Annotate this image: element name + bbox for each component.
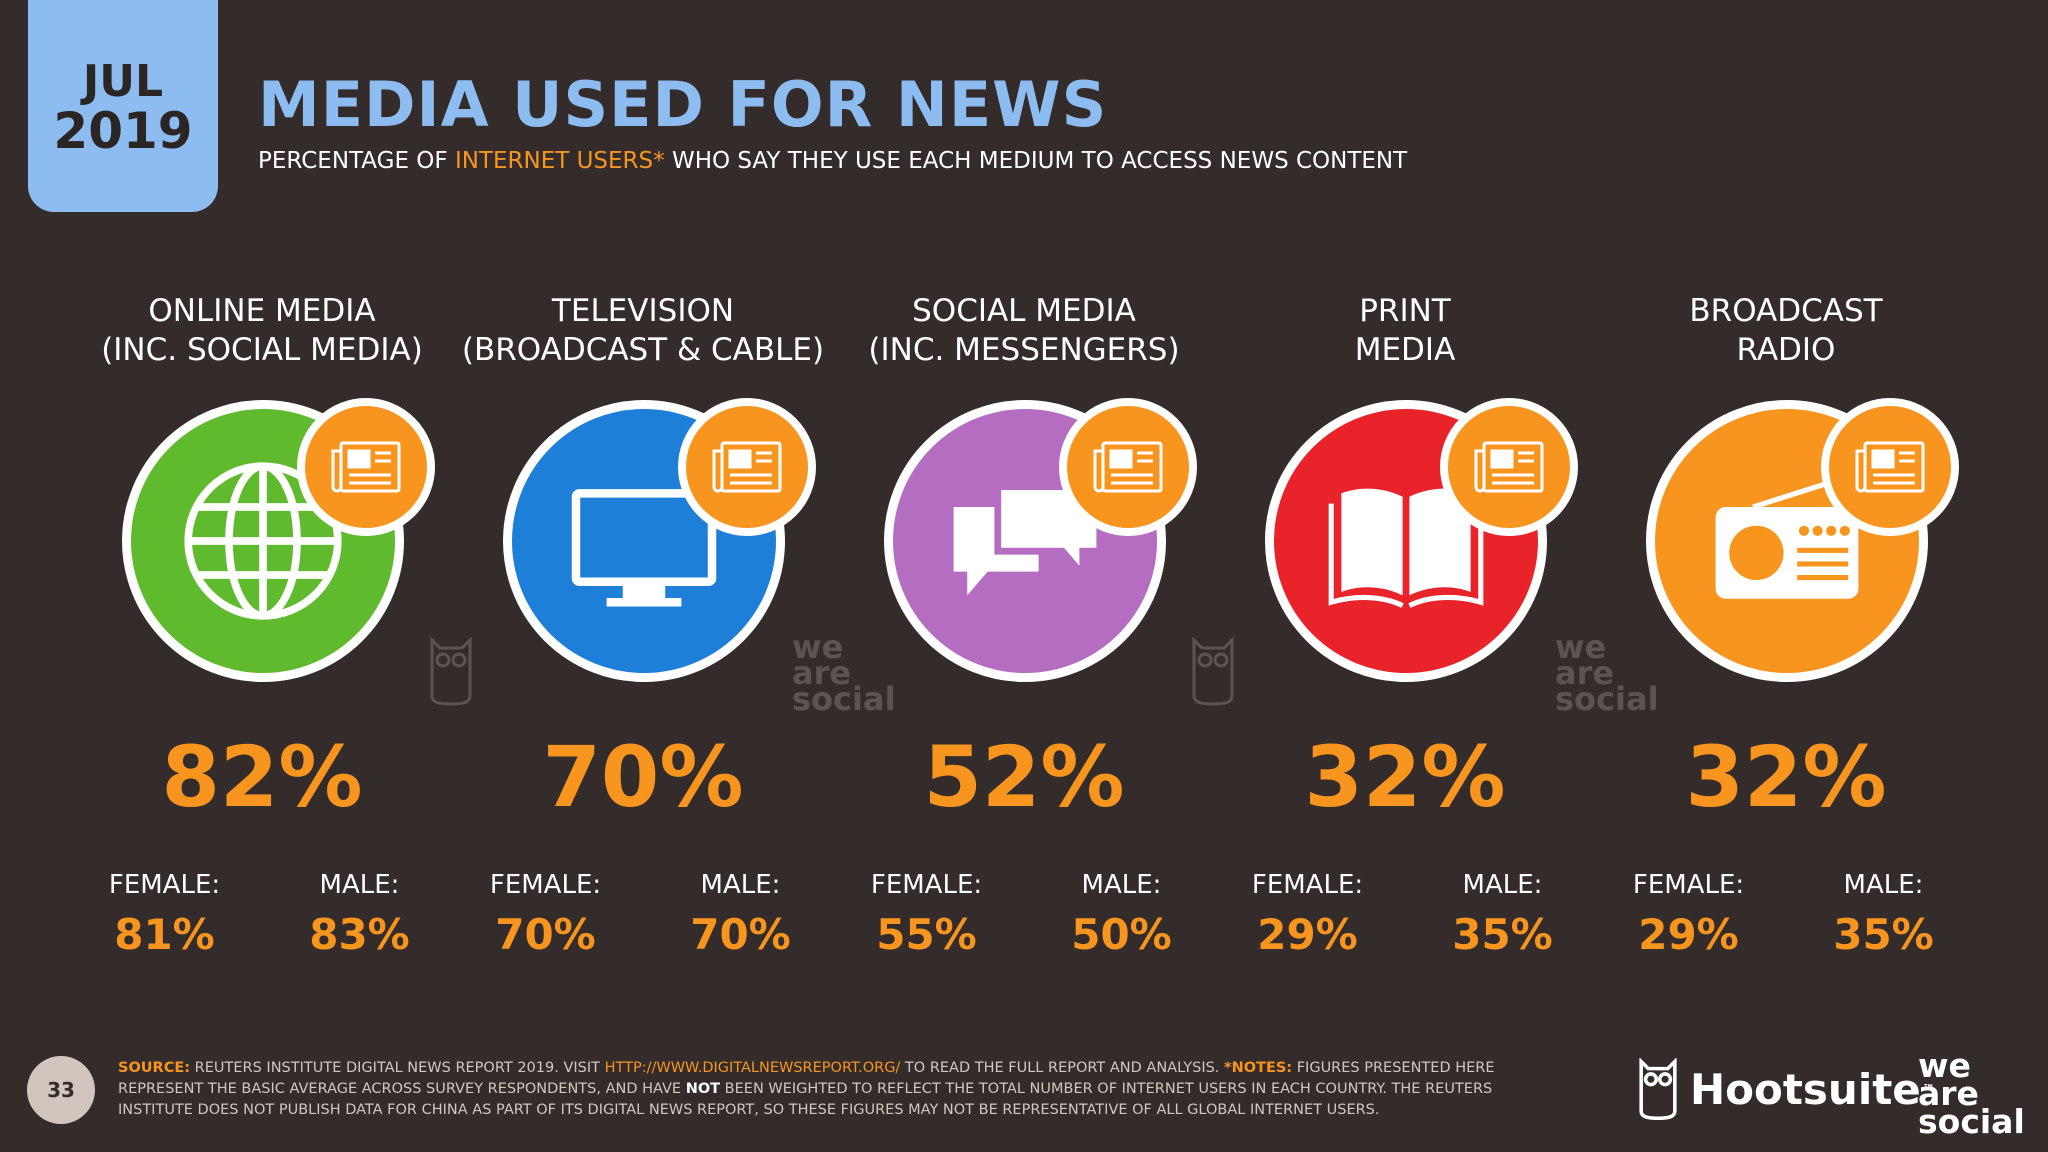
male-label: MALE:: [1462, 870, 1543, 900]
male-value: 50%: [1071, 910, 1172, 959]
news-badge: [1059, 398, 1197, 536]
source-link[interactable]: HTTP://WWW.DIGITALNEWSREPORT.ORG/: [604, 1060, 901, 1076]
female-value: 29%: [1638, 910, 1739, 959]
source-text: REUTERS INSTITUTE DIGITAL NEWS REPORT 20…: [190, 1060, 605, 1076]
news-badge: [1440, 398, 1578, 536]
female-value: 70%: [495, 910, 596, 959]
radio-icon: [1715, 480, 1859, 599]
source-text-2: TO READ THE FULL REPORT AND ANALYSIS.: [900, 1060, 1225, 1076]
newspaper-icon: [1093, 441, 1163, 493]
newspaper-icon: [1855, 441, 1925, 493]
newspaper-icon: [331, 441, 401, 493]
we-are-social-logo: we are social: [1918, 1046, 2025, 1141]
female-label: FEMALE:: [870, 870, 983, 900]
media-percentage: 70%: [542, 728, 744, 826]
media-label: PRINT MEDIA: [1354, 293, 1456, 368]
owl-watermark-icon: [430, 636, 472, 706]
media-label: ONLINE MEDIA (INC. SOCIAL MEDIA): [101, 293, 423, 368]
notes-text: FIGURES PRESENTED HERE REPRESENT THE BAS…: [118, 1060, 1495, 1097]
date-year: 2019: [53, 101, 193, 160]
female-value: 81%: [114, 910, 215, 959]
newspaper-icon: [712, 441, 782, 493]
male-label: MALE:: [319, 870, 400, 900]
notes-label: *NOTES:: [1224, 1060, 1293, 1076]
male-label: MALE:: [1843, 870, 1924, 900]
news-badge: [1821, 398, 1959, 536]
media-percentage: 82%: [161, 728, 363, 826]
male-value: 83%: [309, 910, 410, 959]
subtitle-highlight: INTERNET USERS*: [454, 148, 665, 174]
female-value: 55%: [876, 910, 977, 959]
media-percentage: 52%: [923, 728, 1125, 826]
female-label: FEMALE:: [108, 870, 221, 900]
open-book-icon: [1328, 488, 1484, 608]
hootsuite-logo: Hootsuite ™: [1636, 1058, 1935, 1120]
female-label: FEMALE:: [1251, 870, 1364, 900]
we-are-social-watermark: we are social: [1555, 628, 1659, 718]
media-column-print: PRINT MEDIA 32% FEMALE: MALE: 29% 35%: [1210, 0, 1600, 1000]
page-number: 33: [27, 1056, 95, 1124]
male-label: MALE:: [700, 870, 781, 900]
media-label: TELEVISION (BROADCAST & CABLE): [461, 293, 825, 368]
media-percentage: 32%: [1304, 728, 1506, 826]
notes-bold: NOT: [685, 1081, 721, 1097]
date-badge: JUL 2019: [28, 0, 218, 212]
trademark: ™: [1922, 1082, 1935, 1096]
we-are-social-watermark: we are social: [792, 628, 896, 718]
media-percentage: 32%: [1685, 728, 1887, 826]
newspaper-icon: [1474, 441, 1544, 493]
globe-icon: [184, 462, 342, 620]
owl-logo-icon: [1639, 1058, 1677, 1120]
page-title: MEDIA USED FOR NEWS: [258, 68, 1108, 141]
male-value: 70%: [690, 910, 791, 959]
female-label: FEMALE:: [489, 870, 602, 900]
source-label: SOURCE:: [118, 1060, 191, 1076]
male-value: 35%: [1833, 910, 1934, 959]
date-month: JUL: [82, 55, 164, 107]
subtitle-suffix: WHO SAY THEY USE EACH MEDIUM TO ACCESS N…: [664, 148, 1408, 174]
media-column-television: TELEVISION (BROADCAST & CABLE) 70% FEMAL…: [448, 0, 838, 1000]
hootsuite-wordmark: Hootsuite: [1690, 1064, 1921, 1114]
media-circle: [1646, 400, 1928, 682]
source-notes: SOURCE: REUTERS INSTITUTE DIGITAL NEWS R…: [118, 1058, 1558, 1121]
notes-text-2: BEEN WEIGHTED TO REFLECT THE TOTAL NUMBE…: [118, 1081, 1493, 1118]
media-column-radio: BROADCAST RADIO 32% FEMALE: MALE: 29% 35…: [1591, 0, 1981, 1000]
television-icon: [571, 489, 717, 607]
media-label: BROADCAST RADIO: [1689, 293, 1883, 368]
news-badge: [297, 398, 435, 536]
owl-watermark-icon: [1192, 636, 1234, 706]
male-value: 35%: [1452, 910, 1553, 959]
media-column-online: ONLINE MEDIA (INC. SOCIAL MEDIA) 82% FEM…: [67, 0, 457, 1000]
media-label: SOCIAL MEDIA (INC. MESSENGERS): [868, 293, 1180, 368]
female-value: 29%: [1257, 910, 1358, 959]
news-badge: [678, 398, 816, 536]
page-subtitle: PERCENTAGE OF INTERNET USERS* WHO SAY TH…: [258, 148, 1407, 174]
media-column-social: SOCIAL MEDIA (INC. MESSENGERS) 52% FEMAL…: [829, 0, 1219, 1000]
subtitle-prefix: PERCENTAGE OF: [258, 148, 455, 174]
female-label: FEMALE:: [1632, 870, 1745, 900]
male-label: MALE:: [1081, 870, 1162, 900]
